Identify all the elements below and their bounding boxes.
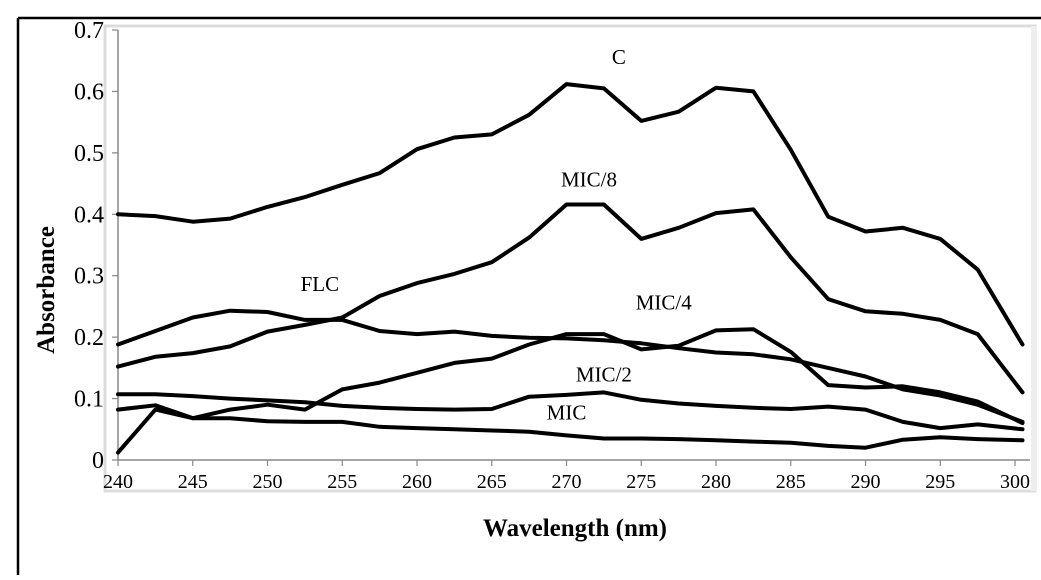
series-label-mic: MIC	[547, 400, 587, 424]
x-tick-label: 295	[925, 471, 955, 493]
x-tick-label: 300	[1000, 471, 1030, 493]
plot-shadow-panel-inner	[1031, 26, 1037, 491]
series-line-c	[116, 82, 1025, 347]
x-tick-label: 270	[552, 471, 582, 493]
y-tick-label: 0.6	[74, 79, 104, 105]
y-tick-label: 0.7	[74, 18, 104, 44]
series-layer	[116, 82, 1025, 455]
y-tick-label: 0.3	[74, 264, 104, 290]
x-axis-title: Wavelength (nm)	[483, 515, 667, 542]
series-label-layer: C MIC/8 FLC MIC/4 MIC/2 MIC	[301, 45, 693, 425]
series-line-mic-8	[116, 202, 1025, 395]
series-label-flc: FLC	[301, 272, 340, 296]
y-tick-label: 0.5	[74, 141, 104, 167]
y-axis-title: Absorbance	[33, 226, 60, 354]
x-tick-label: 265	[477, 471, 507, 493]
series-label-mic-2: MIC/2	[576, 362, 632, 386]
series-label-mic-4: MIC/4	[636, 291, 693, 315]
x-tick-label: 280	[701, 471, 731, 493]
x-tick-label: 285	[776, 471, 806, 493]
x-tick-label: 260	[402, 471, 432, 493]
y-tick-label: 0.4	[74, 202, 104, 228]
y-tick-label: 0	[92, 448, 104, 474]
x-tick-label: 240	[103, 471, 133, 493]
x-tick-label: 290	[851, 471, 881, 493]
series-label-mic-8: MIC/8	[561, 168, 617, 192]
series-line-mic	[116, 403, 1025, 450]
series-line-mic-2	[116, 390, 1025, 432]
y-tick-label: 0.1	[74, 387, 104, 413]
y-tick-label: 0.2	[74, 325, 104, 351]
x-tick-label: 250	[253, 471, 283, 493]
x-tick-label: 275	[626, 471, 656, 493]
axes-group: 0 0.1 0.2 0.3 0.4 0.5 0.6 0.7 240 245 250 255 260 265…	[74, 18, 1030, 493]
series-line-flc	[116, 308, 1025, 424]
series-label-c: C	[612, 45, 626, 69]
x-tick-label: 245	[178, 471, 208, 493]
x-tick-label: 255	[327, 471, 357, 493]
series-line-mic-4	[116, 327, 1025, 455]
